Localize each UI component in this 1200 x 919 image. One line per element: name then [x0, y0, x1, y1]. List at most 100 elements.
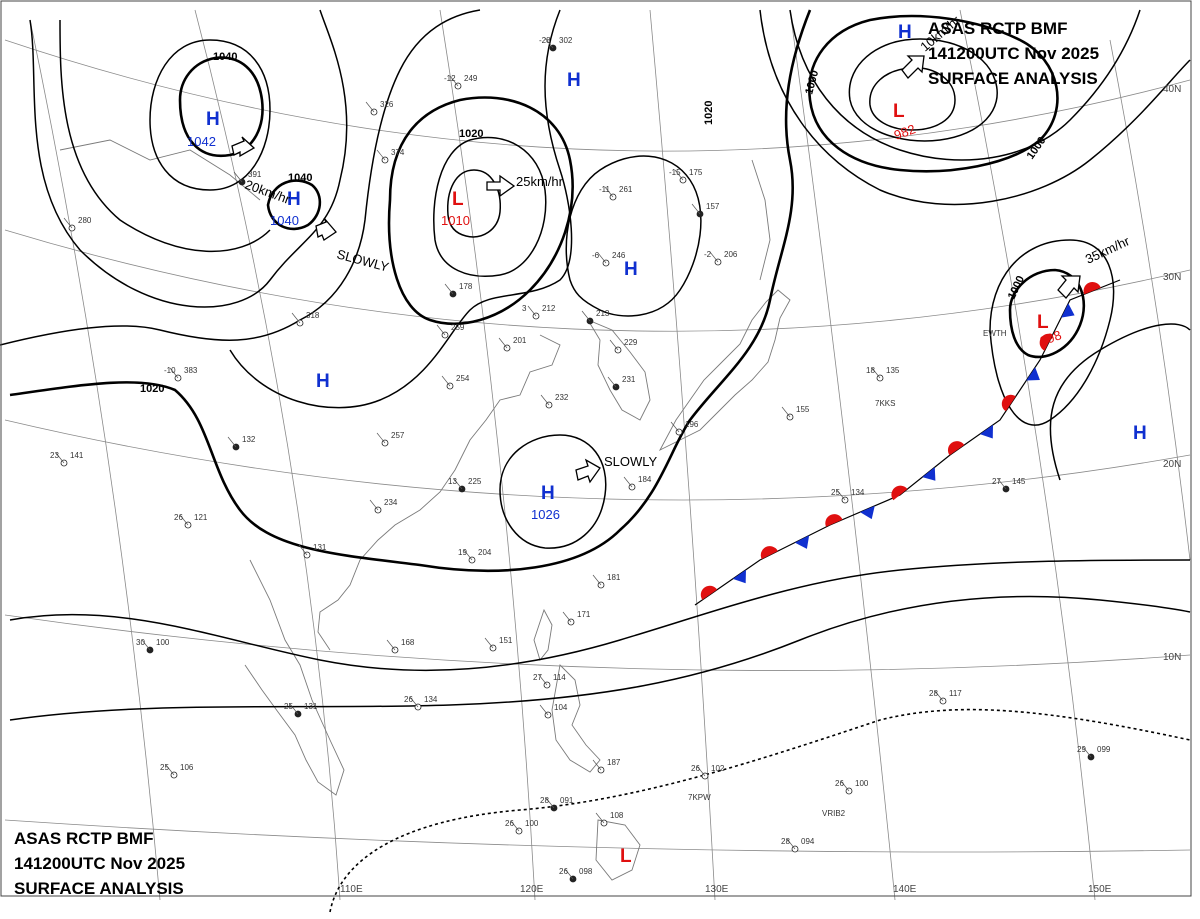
wind-barb-icon: [562, 611, 572, 623]
station-temperature: 23: [50, 451, 59, 460]
station-plot: 171: [562, 610, 591, 626]
wind-barb-icon: [436, 324, 446, 336]
station-temperature: 13: [448, 477, 457, 486]
station-pressure: 168: [401, 638, 415, 647]
wind-barb-icon: [540, 394, 550, 406]
station-pressure: 100: [156, 638, 170, 647]
wind-barb-icon: [409, 696, 419, 708]
cold-front-triangle-icon: [794, 535, 810, 549]
high-center-marker: H: [287, 189, 301, 210]
station-plot: 168: [386, 638, 415, 654]
station-pressure: 114: [553, 673, 566, 682]
header-line: ASAS RCTP BMF: [14, 829, 153, 848]
cold-front-triangle-icon: [1061, 303, 1075, 318]
station-plot: 108: [595, 811, 624, 827]
station-plot: 26 102: [691, 764, 725, 780]
isobar-east-high: [1049, 323, 1191, 481]
station-plot: 27 114: [533, 673, 566, 689]
motion-label: SLOWLY: [604, 454, 658, 469]
isobar-low-1010-a: [433, 136, 547, 277]
wind-barb-icon: [997, 478, 1007, 490]
station-temperature: 25: [284, 702, 293, 711]
station-pressure: 374: [391, 148, 405, 157]
station-id: EWTH: [983, 329, 1007, 338]
isobar-low-982-a: [848, 38, 998, 142]
low-center-marker: L: [893, 101, 905, 122]
station-plot: 25 106: [160, 763, 194, 779]
movement-arrow-icon: [486, 174, 516, 198]
high-center-value: 1040: [270, 213, 299, 228]
station-plot: 280: [63, 216, 92, 232]
meridian-110e: [194, 9, 341, 901]
header-line: ASAS RCTP BMF: [928, 19, 1067, 38]
high-center-marker: H: [624, 259, 638, 280]
high-center-marker: H: [898, 22, 912, 43]
wind-barb-icon: [709, 251, 719, 263]
station-plot: 181: [592, 573, 621, 589]
station-temperature: 28: [781, 837, 790, 846]
station-plot: 13 225: [448, 477, 482, 493]
wind-barb-icon: [674, 169, 684, 181]
wind-barb-icon: [365, 101, 375, 113]
station-plot: 26 134: [404, 695, 438, 711]
wind-barb-icon: [836, 489, 846, 501]
station-plot: 155: [781, 405, 810, 421]
wind-barb-icon: [369, 499, 379, 511]
station-temperature: 26: [174, 513, 183, 522]
station-pressure: 246: [612, 251, 626, 260]
wind-barb-icon: [604, 186, 614, 198]
wind-barb-icon: [670, 421, 680, 433]
station-pressure: 132: [242, 435, 256, 444]
station-pressure: 383: [184, 366, 198, 375]
station-temperature: 26: [691, 764, 700, 773]
wind-barb-icon: [227, 436, 237, 448]
station-temperature: 28: [929, 689, 938, 698]
station-pressure: 141: [70, 451, 84, 460]
station-temperature: 3: [522, 304, 527, 313]
movement-arrow-icon: [901, 55, 925, 79]
station-temperature: -2: [704, 250, 712, 259]
low-center-value: 1010: [441, 213, 470, 228]
warm-front-semicircle-icon: [947, 441, 965, 456]
wind-barb-icon: [169, 367, 179, 379]
station-plot: 19 204: [458, 548, 492, 564]
warm-front-semicircle-icon: [1083, 282, 1101, 295]
station-plot: -28 302: [539, 36, 573, 52]
low-center-value: 982: [892, 121, 918, 143]
isobar-outer-siberia: [29, 9, 348, 308]
wind-barb-icon: [592, 574, 602, 586]
station-pressure: 106: [180, 763, 194, 772]
station-pressure: 229: [624, 338, 638, 347]
station-pressure: 213: [596, 309, 610, 318]
station-plot: 26 121: [174, 513, 208, 529]
station-pressure: 151: [499, 636, 513, 645]
coastlines: [59, 139, 791, 881]
coast-mongolia: [59, 139, 261, 201]
station-pressure: 145: [1012, 477, 1026, 486]
wind-barb-icon: [538, 674, 548, 686]
meridian-100e: [29, 19, 161, 901]
station-temperature: 27: [992, 477, 1001, 486]
station-pressure: 102: [711, 764, 725, 773]
high-center-value: 1026: [531, 507, 560, 522]
wind-barb-icon: [607, 376, 617, 388]
station-temperature: 27: [533, 673, 542, 682]
station-plot: 104: [539, 703, 568, 719]
isobar-mid-a: [0, 9, 481, 346]
wind-barb-icon: [934, 690, 944, 702]
station-plot: -10 383: [164, 366, 198, 382]
station-plot: 151: [484, 636, 513, 652]
station-temperature: 18: [866, 366, 875, 375]
high-center-marker: H: [206, 109, 220, 130]
station-temperature: 26: [559, 867, 568, 876]
header-line: SURFACE ANALYSIS: [14, 879, 184, 898]
latitude-label: 20N: [1163, 459, 1181, 470]
station-plot: -6 246: [592, 251, 626, 267]
station-pressure: 134: [851, 488, 865, 497]
station-pressure: 117: [949, 689, 962, 698]
isobar-1020-a: [9, 9, 812, 573]
station-temperature: 26: [835, 779, 844, 788]
wind-barb-icon: [498, 337, 508, 349]
station-temperature: 26: [505, 819, 514, 828]
